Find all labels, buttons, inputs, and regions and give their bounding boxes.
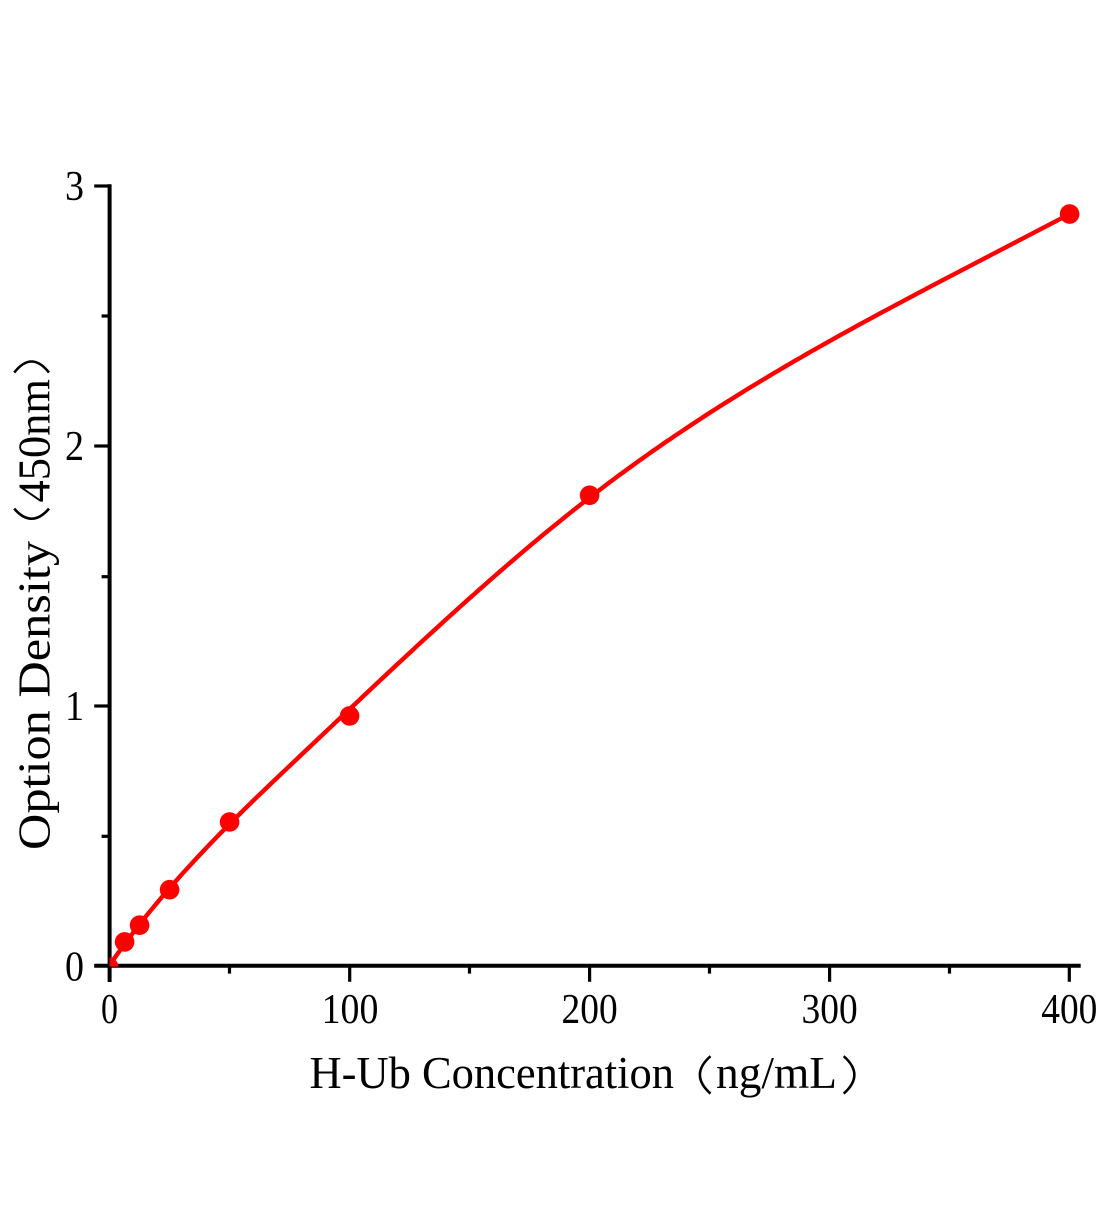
svg-text:300: 300	[802, 987, 858, 1033]
svg-text:450nm: 450nm	[9, 379, 60, 503]
svg-text:2: 2	[65, 424, 84, 470]
svg-text:0: 0	[65, 945, 84, 991]
svg-text:0: 0	[101, 987, 118, 1033]
svg-text:Option Density: Option Density	[9, 541, 60, 850]
svg-text:1: 1	[65, 684, 84, 730]
svg-text:ng/mL: ng/mL	[716, 1047, 837, 1098]
svg-text:3: 3	[65, 164, 84, 210]
svg-text:100: 100	[322, 987, 379, 1033]
svg-text:200: 200	[562, 987, 618, 1033]
svg-text:H-Ub Concentration: H-Ub Concentration	[310, 1047, 675, 1098]
svg-text:400: 400	[1041, 987, 1097, 1033]
